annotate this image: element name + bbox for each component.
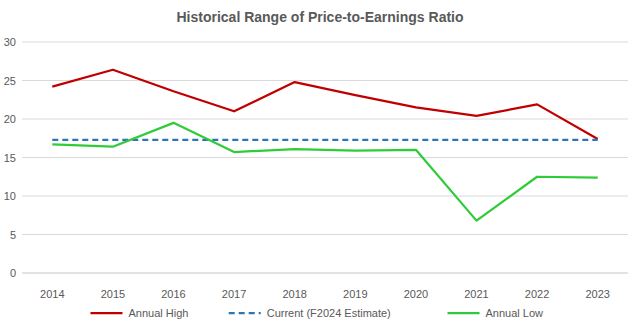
y-tick-label: 20 — [4, 113, 16, 125]
y-tick-label: 10 — [4, 190, 16, 202]
legend-label: Current (F2024 Estimate) — [267, 307, 391, 319]
x-tick-label: 2020 — [404, 288, 428, 300]
legend-label: Annual Low — [486, 307, 544, 319]
x-tick-label: 2014 — [40, 288, 64, 300]
x-tick-label: 2017 — [222, 288, 246, 300]
x-tick-label: 2023 — [585, 288, 609, 300]
grid-line — [22, 234, 628, 235]
grid-line — [22, 273, 628, 274]
x-tick-label: 2022 — [525, 288, 549, 300]
legend-swatch — [91, 312, 123, 314]
grid-line — [22, 196, 628, 197]
y-tick-label: 5 — [10, 229, 16, 241]
x-axis-line — [22, 273, 628, 274]
title: Historical Range of Price-to-Earnings Ra… — [176, 9, 463, 25]
series-group — [52, 70, 597, 221]
x-tick-label: 2021 — [464, 288, 488, 300]
y-tick-label: 30 — [4, 36, 16, 48]
grid-line — [22, 42, 628, 43]
x-tick-label: 2018 — [282, 288, 306, 300]
legend-swatch — [229, 312, 261, 314]
series-line — [52, 70, 597, 139]
grid-line — [22, 119, 628, 120]
series-line — [52, 123, 597, 221]
y-tick-label: 15 — [4, 152, 16, 164]
grid-line — [22, 80, 628, 81]
x-tick-label: 2015 — [101, 288, 125, 300]
legend-label: Annual High — [129, 307, 189, 319]
y-tick-label: 0 — [10, 267, 16, 279]
x-tick-label: 2019 — [343, 288, 367, 300]
chart: Historical Range of Price-to-Earnings Ra… — [0, 0, 640, 328]
grid-line — [22, 157, 628, 158]
y-tick-label: 25 — [4, 75, 16, 87]
legend-swatch — [448, 312, 480, 314]
x-tick-label: 2016 — [161, 288, 185, 300]
